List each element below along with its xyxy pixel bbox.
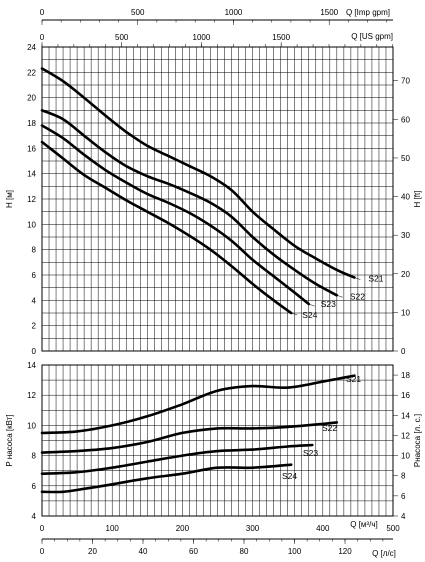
q-ls-tick-label: 60: [189, 547, 198, 556]
q-ls-tick-label: 0: [40, 547, 45, 556]
power-left-tick-label: 14: [27, 361, 36, 370]
head-curve-s24: [40, 140, 293, 315]
q-m3h-tick-label: 0: [40, 524, 45, 533]
head-right-tick-label: 20: [401, 270, 410, 279]
power-right-tick-label: 18: [401, 371, 410, 380]
power-right-tick-label: 14: [401, 411, 410, 420]
head-label-leader: [291, 312, 298, 316]
head-label-leader: [308, 303, 315, 307]
q-m3h-tick-label: 400: [316, 524, 330, 533]
power-left-tick-label: 6: [32, 482, 37, 491]
head-right-tick-label: 0: [401, 347, 406, 356]
head-series-label: S22: [350, 291, 365, 301]
power-curve-s24: [40, 463, 293, 494]
grid-layer: [41, 19, 398, 544]
power-series-label: S22: [322, 423, 337, 433]
q-ls-tick-label: 80: [240, 547, 249, 556]
head-left-tick-label: 2: [32, 322, 37, 331]
head-label-leader: [354, 277, 361, 280]
head-left-tick-label: 24: [27, 43, 36, 52]
q-ls-tick-label: 20: [88, 547, 97, 556]
head-left-tick-label: 16: [27, 144, 36, 153]
q-m3h-tick-label: 500: [386, 524, 400, 533]
head-left-tick-label: 12: [27, 195, 36, 204]
power-curve-s21: [40, 374, 356, 435]
q-m3h-tick-label: 200: [176, 524, 190, 533]
imp-gpm-tick-label: 0: [40, 8, 45, 17]
head-left-tick-label: 20: [27, 94, 36, 103]
power-series-label: S23: [303, 448, 318, 458]
head-left-tick-label: 18: [27, 119, 36, 128]
power-right-tick-label: 6: [401, 492, 406, 501]
head-curve-s21: [40, 67, 356, 279]
q-ls-axis-label: Q [л/с]: [372, 549, 396, 558]
imp-gpm-axis-label: Q [Imp gpm]: [346, 8, 390, 17]
q-ls-tick-label: 100: [288, 547, 302, 556]
head-curve-s23: [40, 124, 311, 306]
q-m3h-tick-label: 300: [246, 524, 260, 533]
head-ylabel-right: H [ft]: [413, 191, 422, 208]
head-right-tick-label: 60: [401, 115, 410, 124]
us-gpm-tick-label: 1500: [272, 33, 290, 42]
power-left-tick-label: 10: [27, 421, 36, 430]
power-right-tick-label: 16: [401, 391, 410, 400]
power-frame: [41, 364, 394, 517]
us-gpm-tick-label: 500: [115, 33, 129, 42]
power-right-tick-label: 8: [401, 472, 406, 481]
us-gpm-tick-label: 0: [40, 33, 45, 42]
q-ls-tick-label: 40: [139, 547, 148, 556]
power-curve-s22: [40, 421, 339, 454]
q-ls-tick-label: 120: [338, 547, 352, 556]
power-right-tick-label: 12: [401, 431, 410, 440]
power-right-tick-label: 10: [401, 452, 410, 461]
imp-gpm-tick-label: 500: [131, 8, 145, 17]
head-left-tick-label: 6: [32, 271, 37, 280]
us-gpm-tick-label: 1000: [193, 33, 211, 42]
power-ylabel-right: Pнасоса [л. с.]: [413, 414, 422, 467]
q-m3h-tick-label: 100: [106, 524, 120, 533]
us-gpm-axis-label: Q [US gpm]: [351, 32, 393, 41]
head-left-tick-label: 14: [27, 170, 36, 179]
head-right-tick-label: 30: [401, 231, 410, 240]
power-curve-s23: [40, 443, 314, 475]
power-series-label: S24: [282, 471, 297, 481]
head-series-label: S24: [302, 310, 317, 320]
head-label-leader: [336, 295, 343, 298]
power-left-tick-label: 4: [32, 512, 37, 521]
power-series-label: S21: [346, 374, 361, 384]
curve-layer: [40, 67, 361, 494]
head-right-tick-label: 70: [401, 77, 410, 86]
head-ylabel-left: H [м]: [5, 190, 14, 208]
head-left-tick-label: 22: [27, 68, 36, 77]
head-series-label: S21: [368, 274, 383, 284]
head-series-label: S23: [321, 299, 336, 309]
head-left-tick-label: 10: [27, 220, 36, 229]
power-right-tick-label: 4: [401, 512, 406, 521]
head-right-tick-label: 10: [401, 308, 410, 317]
power-left-tick-label: 8: [32, 452, 37, 461]
imp-gpm-tick-label: 1000: [225, 8, 243, 17]
power-left-tick-label: 12: [27, 391, 36, 400]
head-left-tick-label: 4: [32, 296, 37, 305]
q-m3h-axis-label: Q [м³/ч]: [350, 520, 377, 529]
power-ylabel-left: P насоса [кВт]: [5, 414, 14, 466]
head-curve-s22: [40, 109, 339, 297]
head-right-tick-label: 40: [401, 193, 410, 202]
text-layer: 0 500 1000 1500 Q [Imp gpm]0 500 1000 1500 Q [US…: [5, 8, 422, 558]
imp-gpm-tick-label: 1500: [320, 8, 338, 17]
head-right-tick-label: 50: [401, 154, 410, 163]
head-left-tick-label: 0: [32, 347, 37, 356]
head-left-tick-label: 8: [32, 246, 37, 255]
